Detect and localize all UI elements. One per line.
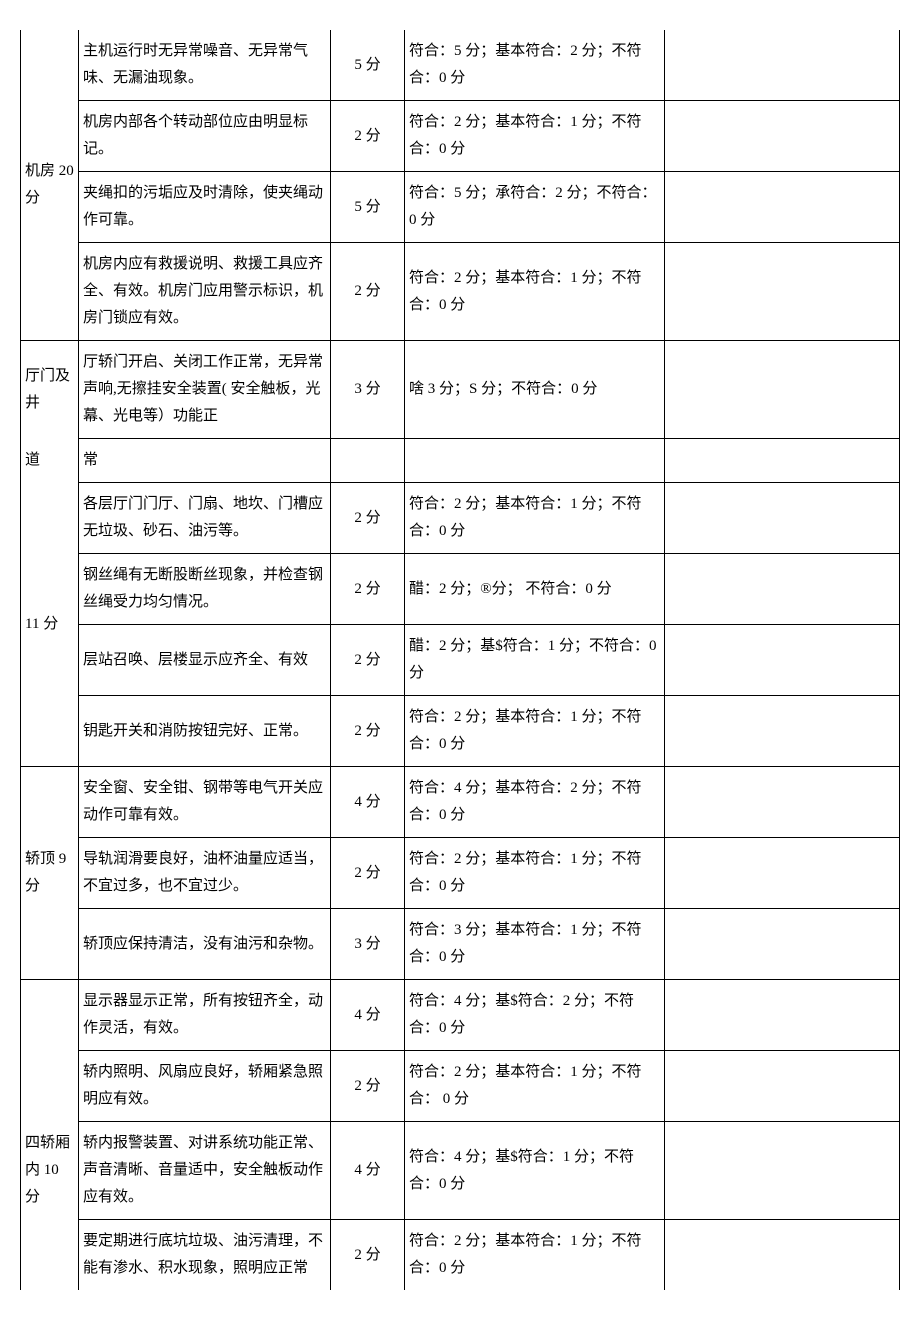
category-car-inside [21, 980, 79, 1051]
category-hall-door-pts: 11 分 [21, 483, 79, 767]
crit-cell: 符合：4 分；基$符合：1 分；不符合：0 分 [405, 1122, 665, 1220]
table-row: 机房 20 分 主机运行时无异常噪音、无异常气味、无漏油现象。 5 分 符合：5… [21, 30, 900, 101]
pts-cell: 3 分 [331, 341, 405, 439]
table-row: 轿顶应保持清洁，没有油污和杂物。 3 分 符合：3 分；基本符合：1 分；不符合… [21, 909, 900, 980]
blank-cell [665, 439, 900, 483]
category-car-top [21, 767, 79, 838]
crit-cell: 符合：4 分；基$符合：2 分；不符合：0 分 [405, 980, 665, 1051]
crit-cell: 符合：5 分；基本符合：2 分；不符合：0 分 [405, 30, 665, 101]
desc-cell: 导轨润滑要良好，油杯油量应适当，不宜过多，也不宜过少。 [79, 838, 331, 909]
desc-cell: 机房内应有救援说明、救援工具应齐全、有效。机房门应用警示标识，机房门锁应有效。 [79, 243, 331, 341]
pts-cell [331, 439, 405, 483]
pts-cell: 4 分 [331, 980, 405, 1051]
desc-cell: 主机运行时无异常噪音、无异常气味、无漏油现象。 [79, 30, 331, 101]
table-row: 厅门及井 厅轿门开启、关闭工作正常，无异常声响,无擦挂安全装置( 安全触板，光幕… [21, 341, 900, 439]
desc-cell: 要定期进行底坑垃圾、油污清理，不能有渗水、积水现象，照明应正常 [79, 1220, 331, 1291]
blank-cell [665, 625, 900, 696]
desc-cell: 钢丝绳有无断股断丝现象，并检查钢丝绳受力均匀情况。 [79, 554, 331, 625]
category-car-inside-cont [21, 1220, 79, 1291]
crit-cell: 符合：2 分；基本符合：1 分；不符合：0 分 [405, 1220, 665, 1291]
pts-cell: 2 分 [331, 625, 405, 696]
desc-cell: 厅轿门开启、关闭工作正常，无异常声响,无擦挂安全装置( 安全触板，光幕、光电等）… [79, 341, 331, 439]
desc-cell: 安全窗、安全钳、钢带等电气开关应动作可靠有效。 [79, 767, 331, 838]
crit-cell: 符合：2 分；基本符合：1 分；不符合： 0 分 [405, 1051, 665, 1122]
desc-cell: 夹绳扣的污垢应及时清除，使夹绳动作可靠。 [79, 172, 331, 243]
pts-cell: 2 分 [331, 1051, 405, 1122]
desc-cell: 轿顶应保持清洁，没有油污和杂物。 [79, 909, 331, 980]
blank-cell [665, 554, 900, 625]
blank-cell [665, 838, 900, 909]
desc-cell: 显示器显示正常，所有按钮齐全，动作灵活，有效。 [79, 980, 331, 1051]
table-row: 夹绳扣的污垢应及时清除，使夹绳动作可靠。 5 分 符合：5 分；承符合：2 分；… [21, 172, 900, 243]
table-row: 道 常 [21, 439, 900, 483]
crit-cell: 醋：2 分；®分； 不符合：0 分 [405, 554, 665, 625]
table-row: 层站召唤、层楼显示应齐全、有效 2 分 醋：2 分；基$符合：1 分；不符合：0… [21, 625, 900, 696]
blank-cell [665, 483, 900, 554]
table-row: 要定期进行底坑垃圾、油污清理，不能有渗水、积水现象，照明应正常 2 分 符合：2… [21, 1220, 900, 1291]
category-hall-door: 厅门及井 [21, 341, 79, 439]
desc-cell: 钥匙开关和消防按钮完好、正常。 [79, 696, 331, 767]
crit-cell: 符合：2 分；基本符合：1 分；不符合：0 分 [405, 696, 665, 767]
pts-cell: 2 分 [331, 483, 405, 554]
table-row: 机房内应有救援说明、救援工具应齐全、有效。机房门应用警示标识，机房门锁应有效。 … [21, 243, 900, 341]
pts-cell: 2 分 [331, 1220, 405, 1291]
blank-cell [665, 1051, 900, 1122]
pts-cell: 2 分 [331, 696, 405, 767]
pts-cell: 2 分 [331, 243, 405, 341]
table-row: 机房内部各个转动部位应由明显标记。 2 分 符合：2 分；基本符合：1 分；不符… [21, 101, 900, 172]
crit-cell [405, 439, 665, 483]
pts-cell: 4 分 [331, 1122, 405, 1220]
crit-cell: 符合：4 分；基本符合：2 分；不符合：0 分 [405, 767, 665, 838]
crit-cell: 符合：3 分；基本符合：1 分；不符合：0 分 [405, 909, 665, 980]
table-row: 钥匙开关和消防按钮完好、正常。 2 分 符合：2 分；基本符合：1 分；不符合：… [21, 696, 900, 767]
table-row: 11 分 各层厅门门厅、门扇、地坎、门槽应无垃圾、砂石、油污等。 2 分 符合：… [21, 483, 900, 554]
table-row: 钢丝绳有无断股断丝现象，并检查钢丝绳受力均匀情况。 2 分 醋：2 分；®分； … [21, 554, 900, 625]
pts-cell: 5 分 [331, 172, 405, 243]
pts-cell: 2 分 [331, 101, 405, 172]
table-row: 安全窗、安全钳、钢带等电气开关应动作可靠有效。 4 分 符合：4 分；基本符合：… [21, 767, 900, 838]
crit-cell: 符合：2 分；基本符合：1 分；不符合：0 分 [405, 243, 665, 341]
crit-cell: 醋：2 分；基$符合：1 分；不符合：0 分 [405, 625, 665, 696]
pts-cell: 3 分 [331, 909, 405, 980]
blank-cell [665, 172, 900, 243]
pts-cell: 5 分 [331, 30, 405, 101]
desc-cell: 层站召唤、层楼显示应齐全、有效 [79, 625, 331, 696]
desc-cell: 各层厅门门厅、门扇、地坎、门槽应无垃圾、砂石、油污等。 [79, 483, 331, 554]
crit-cell: 啥 3 分；S 分；不符合：0 分 [405, 341, 665, 439]
category-machine-room: 机房 20 分 [21, 30, 79, 341]
crit-cell: 符合：2 分；基本符合：1 分；不符合：0 分 [405, 101, 665, 172]
desc-cell: 轿内报警装置、对讲系统功能正常、声音清晰、音量适中，安全触板动作应有效。 [79, 1122, 331, 1220]
table-row: 显示器显示正常，所有按钮齐全，动作灵活，有效。 4 分 符合：4 分；基$符合：… [21, 980, 900, 1051]
table-row: 轿顶 9 分 导轨润滑要良好，油杯油量应适当，不宜过多，也不宜过少。 2 分 符… [21, 838, 900, 909]
blank-cell [665, 696, 900, 767]
pts-cell: 4 分 [331, 767, 405, 838]
blank-cell [665, 1122, 900, 1220]
category-car-top-cont [21, 909, 79, 980]
category-car-inside-label: 四轿厢内 10 分 [21, 1122, 79, 1220]
pts-cell: 2 分 [331, 554, 405, 625]
blank-cell [665, 980, 900, 1051]
blank-cell [665, 1220, 900, 1291]
pts-cell: 2 分 [331, 838, 405, 909]
desc-cell: 轿内照明、风扇应良好，轿厢紧急照明应有效。 [79, 1051, 331, 1122]
table-row: 轿内照明、风扇应良好，轿厢紧急照明应有效。 2 分 符合：2 分；基本符合：1 … [21, 1051, 900, 1122]
category-car-inside-cont [21, 1051, 79, 1122]
blank-cell [665, 341, 900, 439]
blank-cell [665, 909, 900, 980]
blank-cell [665, 30, 900, 101]
inspection-table: 机房 20 分 主机运行时无异常噪音、无异常气味、无漏油现象。 5 分 符合：5… [20, 30, 900, 1290]
crit-cell: 符合：2 分；基本符合：1 分；不符合：0 分 [405, 838, 665, 909]
category-hall-door-cont: 道 [21, 439, 79, 483]
crit-cell: 符合：2 分；基本符合：1 分；不符合：0 分 [405, 483, 665, 554]
blank-cell [665, 101, 900, 172]
crit-cell: 符合：5 分；承符合：2 分；不符合：0 分 [405, 172, 665, 243]
category-car-top-label: 轿顶 9 分 [21, 838, 79, 909]
blank-cell [665, 767, 900, 838]
desc-cell: 常 [79, 439, 331, 483]
table-row: 四轿厢内 10 分 轿内报警装置、对讲系统功能正常、声音清晰、音量适中，安全触板… [21, 1122, 900, 1220]
blank-cell [665, 243, 900, 341]
desc-cell: 机房内部各个转动部位应由明显标记。 [79, 101, 331, 172]
